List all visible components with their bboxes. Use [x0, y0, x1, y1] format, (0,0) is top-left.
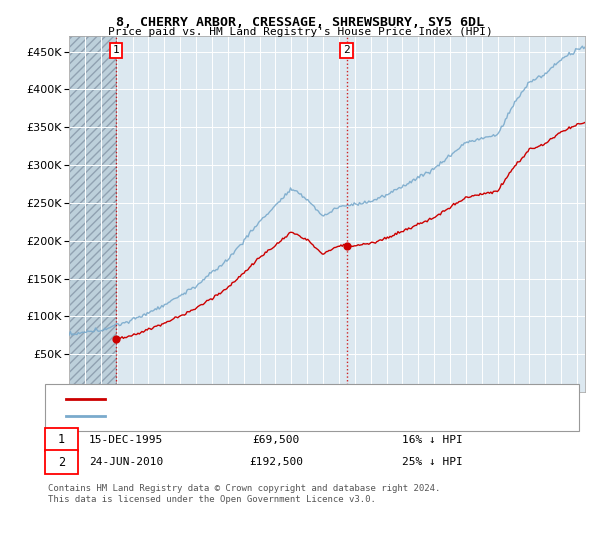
Text: 1: 1 [113, 45, 119, 55]
Text: 8, CHERRY ARBOR, CRESSAGE, SHREWSBURY, SY5 6DL: 8, CHERRY ARBOR, CRESSAGE, SHREWSBURY, S… [116, 16, 484, 29]
Point [342, 242, 352, 251]
Text: HPI: Average price, detached house, Shropshire: HPI: Average price, detached house, Shro… [111, 410, 381, 421]
Text: £192,500: £192,500 [249, 457, 303, 467]
Text: 15-DEC-1995: 15-DEC-1995 [89, 435, 163, 445]
Text: Price paid vs. HM Land Registry's House Price Index (HPI): Price paid vs. HM Land Registry's House … [107, 27, 493, 37]
Text: 1: 1 [58, 433, 65, 446]
Text: 25% ↓ HPI: 25% ↓ HPI [401, 457, 463, 467]
Text: 16% ↓ HPI: 16% ↓ HPI [401, 435, 463, 445]
Text: 24-JUN-2010: 24-JUN-2010 [89, 457, 163, 467]
Text: 2: 2 [58, 455, 65, 469]
Point [111, 335, 121, 344]
Text: Contains HM Land Registry data © Crown copyright and database right 2024.
This d: Contains HM Land Registry data © Crown c… [48, 484, 440, 504]
Bar [69, 36, 116, 392]
Text: £69,500: £69,500 [253, 435, 299, 445]
Text: 8, CHERRY ARBOR, CRESSAGE, SHREWSBURY, SY5 6DL (detached house): 8, CHERRY ARBOR, CRESSAGE, SHREWSBURY, S… [111, 394, 481, 404]
Text: 2: 2 [343, 45, 350, 55]
